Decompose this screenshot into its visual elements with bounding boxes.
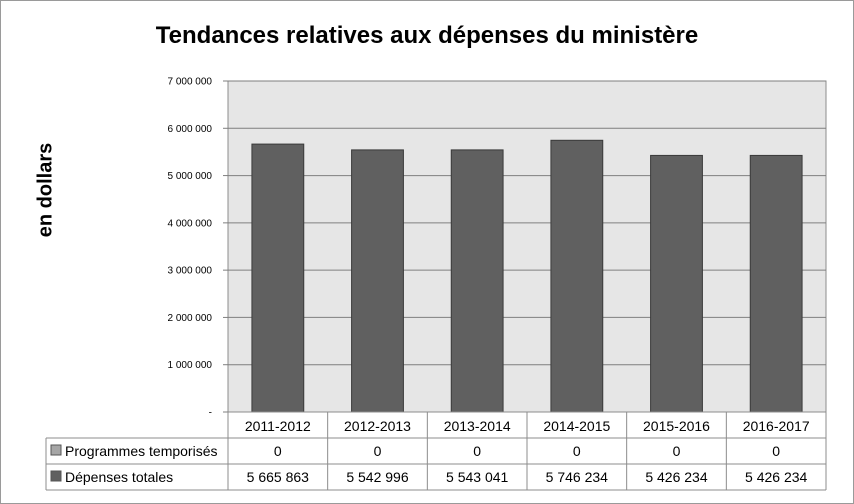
legend-swatch — [50, 444, 62, 456]
y-tick-label: 5 000 000 — [168, 171, 213, 182]
chart-title: Tendances relatives aux dépenses du mini… — [155, 22, 699, 49]
bar-depenses-totales — [251, 143, 305, 413]
data-table-value: 0 — [673, 443, 681, 459]
x-category-label: 2015-2016 — [643, 418, 710, 434]
legend-swatch — [50, 470, 62, 482]
bar-depenses-totales — [450, 149, 504, 413]
data-table-value: 5 542 996 — [346, 469, 408, 485]
x-category-label: 2012-2013 — [344, 418, 411, 434]
data-table-value: 0 — [573, 443, 581, 459]
y-tick-label: 7 000 000 — [168, 77, 213, 88]
bar-depenses-totales — [351, 149, 404, 413]
y-tick-label: - — [209, 408, 212, 419]
y-tick-label: 3 000 000 — [168, 266, 213, 277]
y-tick-label: 2 000 000 — [168, 313, 213, 324]
y-tick-label: 1 000 000 — [168, 360, 213, 371]
data-table-value: 5 426 234 — [745, 469, 807, 485]
bar-depenses-totales — [749, 154, 803, 413]
x-category-label: 2011-2012 — [245, 418, 311, 434]
data-table-value: 5 746 234 — [546, 469, 608, 485]
data-table-value: 5 543 041 — [446, 469, 508, 485]
x-category-label: 2016-2017 — [743, 418, 810, 434]
x-category-label: 2014-2015 — [543, 418, 610, 434]
bar-depenses-totales — [650, 154, 703, 413]
plot-area — [227, 80, 827, 413]
bar-depenses-totales — [550, 139, 604, 413]
data-table-value: 5 426 234 — [645, 469, 707, 485]
data-table-value: 0 — [274, 443, 282, 459]
legend-label: Dépenses totales — [65, 469, 173, 485]
data-table-value: 5 665 863 — [247, 469, 309, 485]
y-tick-label: 6 000 000 — [168, 124, 213, 135]
data-table-value: 0 — [374, 443, 382, 459]
data-table-value: 0 — [473, 443, 481, 459]
legend-label: Programmes temporisés — [65, 443, 218, 459]
x-category-label: 2013-2014 — [444, 418, 511, 434]
y-tick-label: 4 000 000 — [168, 218, 213, 229]
data-table-value: 0 — [772, 443, 780, 459]
